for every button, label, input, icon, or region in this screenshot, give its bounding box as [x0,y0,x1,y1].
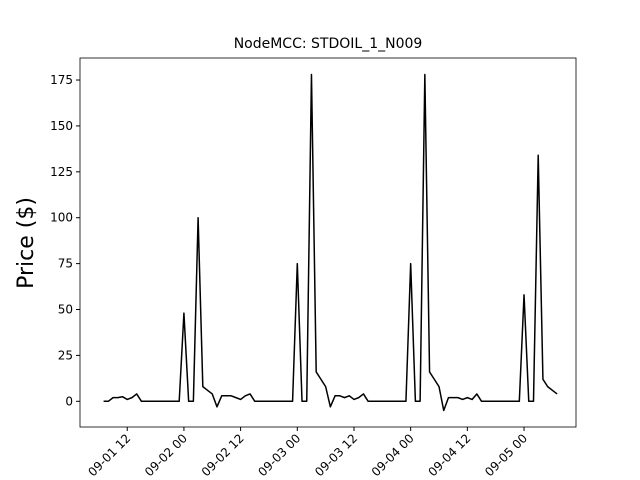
y-tick-label: 50 [58,303,73,317]
x-tick-label: 09-02 12 [199,431,247,479]
y-tick-label: 150 [50,119,73,133]
line-series [103,73,558,412]
x-tick-label: 09-05 00 [482,431,530,479]
y-axis-label: Price ($) [14,197,39,289]
x-tick-label: 09-01 12 [85,431,133,479]
y-tick-label: 25 [58,348,73,362]
y-tick-label: 0 [65,394,73,408]
x-tick-label: 09-03 12 [312,431,360,479]
x-tick-label: 09-03 00 [255,431,303,479]
x-tick-label: 09-04 12 [425,431,473,479]
x-tick-label: 09-04 00 [369,431,417,479]
y-tick-label: 125 [50,165,73,179]
x-tick-label: 09-02 00 [142,431,190,479]
chart-title: NodeMCC: STDOIL_1_N009 [234,36,423,52]
y-tick-label: 75 [58,257,73,271]
plot-frame [79,57,577,428]
y-tick-label: 100 [50,211,73,225]
y-tick-label: 175 [50,73,73,87]
